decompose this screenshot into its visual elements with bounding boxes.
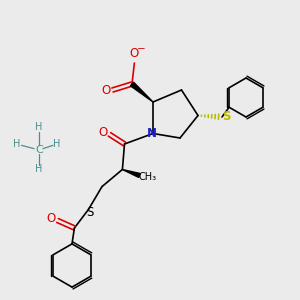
Text: O: O [130, 47, 139, 60]
Text: H: H [53, 139, 61, 149]
Text: H: H [13, 139, 20, 149]
Text: H: H [35, 122, 43, 133]
Text: O: O [98, 126, 107, 140]
Polygon shape [122, 169, 140, 178]
Text: N: N [146, 127, 157, 140]
Text: O: O [46, 212, 56, 226]
Text: C: C [35, 145, 43, 155]
Text: CH₃: CH₃ [139, 172, 157, 182]
Text: S: S [86, 206, 93, 219]
Text: O: O [101, 83, 110, 97]
Polygon shape [130, 82, 153, 102]
Text: S: S [223, 110, 231, 123]
Text: −: − [136, 44, 146, 54]
Text: H: H [35, 164, 43, 175]
